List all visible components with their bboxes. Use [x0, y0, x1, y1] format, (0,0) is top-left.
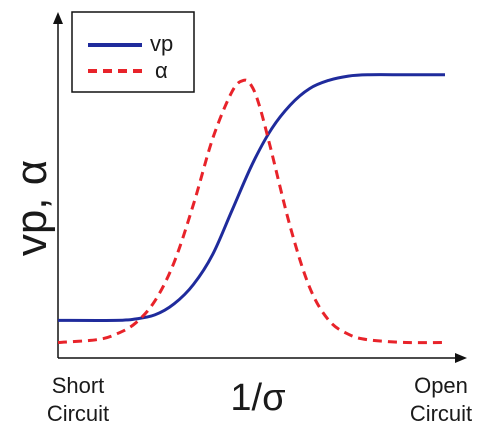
legend-box: [71, 11, 195, 93]
legend-label-vp: vp: [150, 31, 173, 56]
x-max-label-line2: Circuit: [410, 401, 472, 426]
legend: vp α: [71, 11, 195, 93]
series-layer: [57, 73, 446, 345]
x-min-label-line2: Circuit: [47, 401, 109, 426]
x-axis-arrow: [455, 353, 467, 363]
legend-label-alpha: α: [155, 58, 168, 83]
x-max-label-line1: Open: [414, 373, 468, 398]
series-line-alpha: [57, 78, 446, 345]
series-line-vp: [57, 73, 445, 322]
x-axis-label: 1/σ: [230, 377, 285, 419]
axes: [53, 12, 467, 363]
y-axis-label: vp, α: [7, 160, 56, 256]
x-min-label-line1: Short: [52, 373, 105, 398]
y-axis-arrow: [53, 12, 63, 24]
